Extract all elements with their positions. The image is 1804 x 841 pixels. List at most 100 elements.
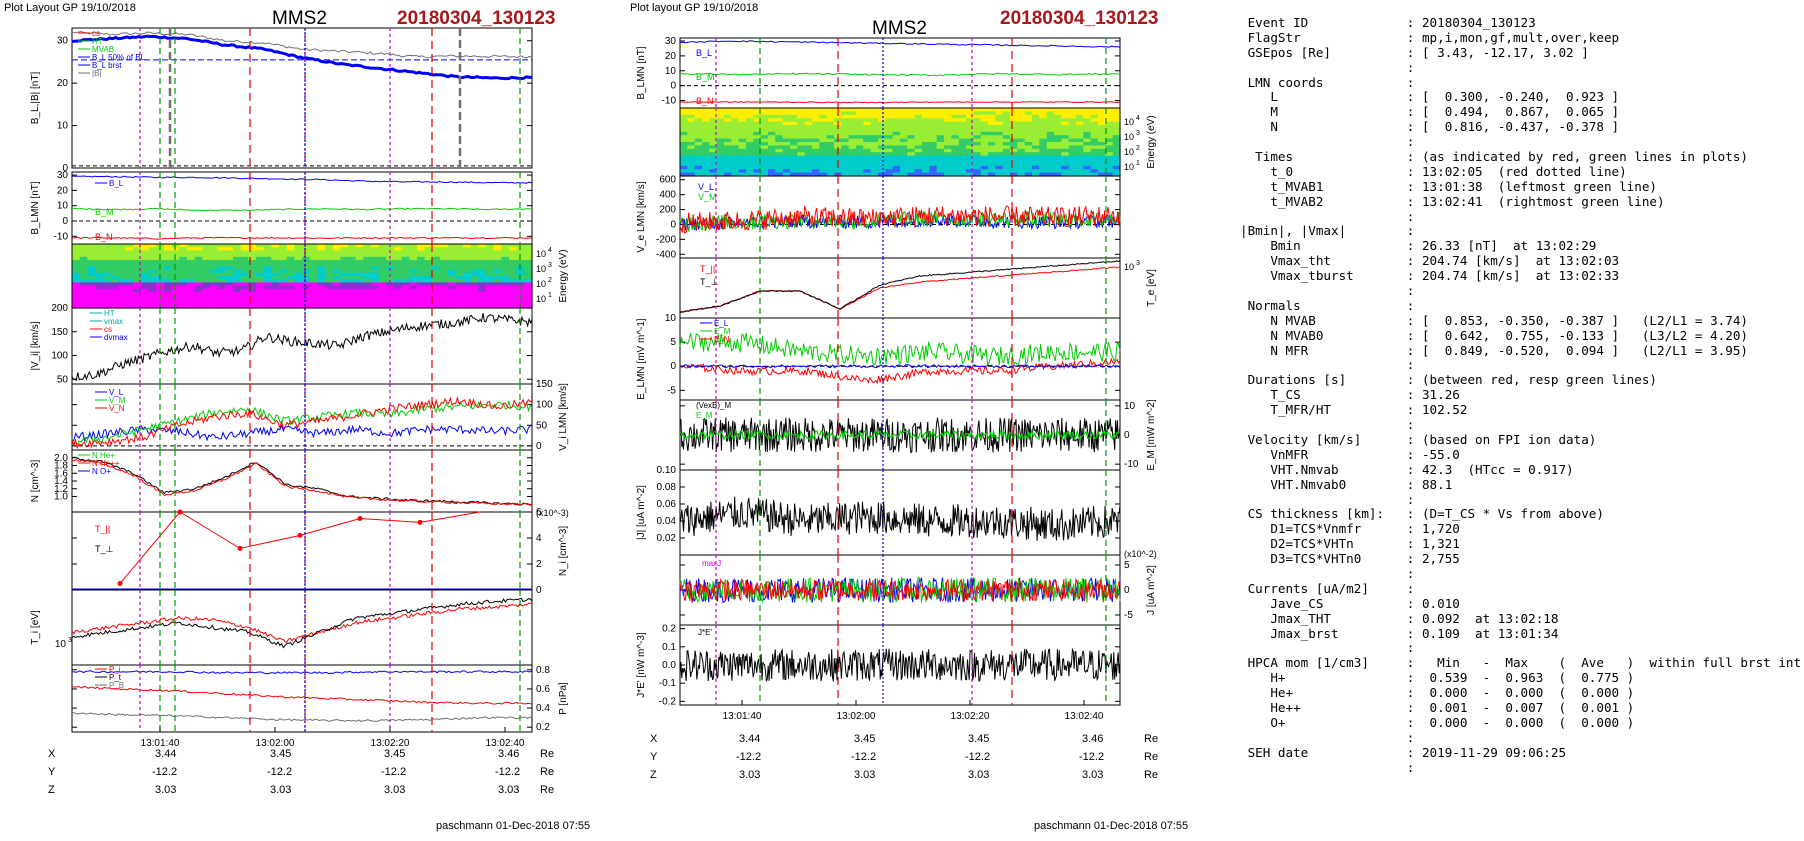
spectrogram-cell (1083, 131, 1092, 136)
spectrogram-cell (417, 272, 426, 277)
spectrogram-cell (716, 162, 725, 167)
spectrogram-cell (922, 135, 930, 140)
spectrogram-cell (1068, 128, 1077, 133)
y-tick-label: -10 (1124, 459, 1139, 470)
spectrogram-cell (944, 111, 952, 116)
spectrogram-cell (863, 145, 872, 150)
spectrogram-cell (263, 250, 272, 255)
spectrogram-cell (524, 250, 533, 255)
spectrogram-cell (973, 148, 982, 153)
spectrogram-cell (870, 165, 879, 170)
spectrogram-cell (1017, 121, 1026, 126)
spectrogram-cell (417, 269, 426, 274)
spectrogram-cell (348, 282, 357, 287)
spectrogram-cell (179, 279, 188, 283)
spectrogram-cell (1112, 169, 1121, 174)
spectrogram-cell (848, 145, 857, 150)
spectrogram-cell (680, 159, 688, 163)
spectrogram-cell (447, 279, 456, 283)
spectrogram-cell (848, 172, 857, 177)
spectrogram-cell (294, 301, 303, 306)
spectrogram-cell (782, 135, 791, 140)
spectrogram-cell (1083, 138, 1092, 143)
spectrogram-cell (1098, 165, 1106, 170)
spectrogram-cell (455, 256, 464, 261)
spectrogram-cell (447, 253, 456, 258)
summary-line: Currents [uA/m2] : (1240, 580, 1415, 596)
spectrogram-cell (141, 276, 150, 280)
summary-line: HPCA mom [1/cm3] : Min - Max ( Ave ) wit… (1240, 655, 1802, 671)
spectrogram-cell (1112, 152, 1121, 157)
spectrogram-cell (478, 304, 487, 309)
spectrogram-cell (790, 138, 798, 143)
spectrogram-cell (501, 304, 510, 309)
spectrogram-cell (440, 276, 449, 280)
spectrogram-cell (1024, 148, 1033, 153)
spectrogram-cell (892, 148, 901, 153)
spectrogram-cell (363, 279, 372, 283)
spectrogram-cell (1083, 121, 1092, 126)
spectrogram-cell (516, 298, 525, 303)
spectrogram-cell (141, 295, 150, 299)
spectrogram-cell (148, 298, 157, 303)
spectrogram-cell (279, 250, 288, 255)
spectrogram-cell (731, 145, 740, 150)
spectrogram-cell (133, 266, 142, 271)
spectrogram-cell (340, 288, 349, 293)
spectrogram-cell (687, 145, 696, 150)
spectrogram-cell (248, 244, 257, 248)
summary-line: Velocity [km/s] : (based on FPI ion data… (1240, 431, 1597, 447)
spectrogram-cell (775, 155, 784, 160)
spectrogram-cell (271, 292, 280, 296)
spectrogram-cell (417, 244, 426, 248)
spectrogram-cell (317, 304, 326, 309)
spectrogram-cell (187, 256, 196, 261)
spectrogram-cell (1083, 128, 1092, 133)
spectrogram-cell (775, 114, 784, 119)
spectrogram-cell (210, 295, 219, 299)
spectrogram-cell (841, 121, 850, 126)
spectrogram-cell (263, 301, 272, 306)
event-summary-panel: Event ID : 20180304_130123 FlagStr : mp,… (1240, 15, 1802, 775)
spectrogram-cell (1068, 135, 1077, 140)
spectrogram-cell (248, 282, 257, 287)
spectrogram-cell (332, 285, 341, 290)
spectrogram-cell (878, 108, 886, 112)
spectrogram-cell (1010, 135, 1018, 140)
spectrogram-cell (194, 244, 203, 248)
spectrogram-cell (1090, 131, 1099, 136)
spectrogram-cell (371, 266, 380, 271)
spectrogram-cell (332, 263, 341, 267)
spectrogram-cell (694, 131, 703, 136)
spectrogram-cell (936, 135, 945, 140)
spectrogram-cell (424, 263, 433, 267)
spectrogram-cell (424, 247, 433, 251)
spectrogram-cell (72, 244, 81, 248)
legend-label: B_N (696, 96, 714, 106)
y-tick-label: -10 (662, 96, 677, 107)
spectrogram-cell (900, 114, 908, 119)
spectrogram-cell (294, 244, 303, 248)
legend-label: T_⊥ (700, 277, 719, 287)
spectrogram-cell (309, 263, 318, 267)
spectrogram-cell (225, 279, 234, 283)
spectrogram-cell (988, 165, 996, 170)
spectrogram-cell (716, 159, 725, 163)
summary-line: N MVAB : [ 0.853, -0.350, -0.387 ] (L2/L… (1240, 312, 1748, 328)
spectrogram-cell (463, 276, 472, 280)
spectrogram-cell (709, 142, 718, 146)
spectrogram-cell (746, 162, 754, 167)
spectrogram-cell (225, 304, 234, 309)
spectrogram-cell (256, 266, 265, 271)
spectrogram-cell (348, 260, 357, 264)
spectrogram-cell (1032, 131, 1040, 136)
spectrogram-cell (210, 272, 219, 277)
spectrogram-cell (378, 247, 387, 251)
spectrogram-cell (775, 131, 784, 136)
summary-line: FlagStr : mp,i,mon,gf,mult,over,keep (1240, 29, 1620, 45)
spectrogram-cell (194, 260, 203, 264)
spectrogram-cell (724, 148, 732, 153)
spectrogram-cell (1002, 114, 1011, 119)
spectrogram-cell (848, 125, 857, 129)
spectrogram-cell (240, 301, 249, 306)
